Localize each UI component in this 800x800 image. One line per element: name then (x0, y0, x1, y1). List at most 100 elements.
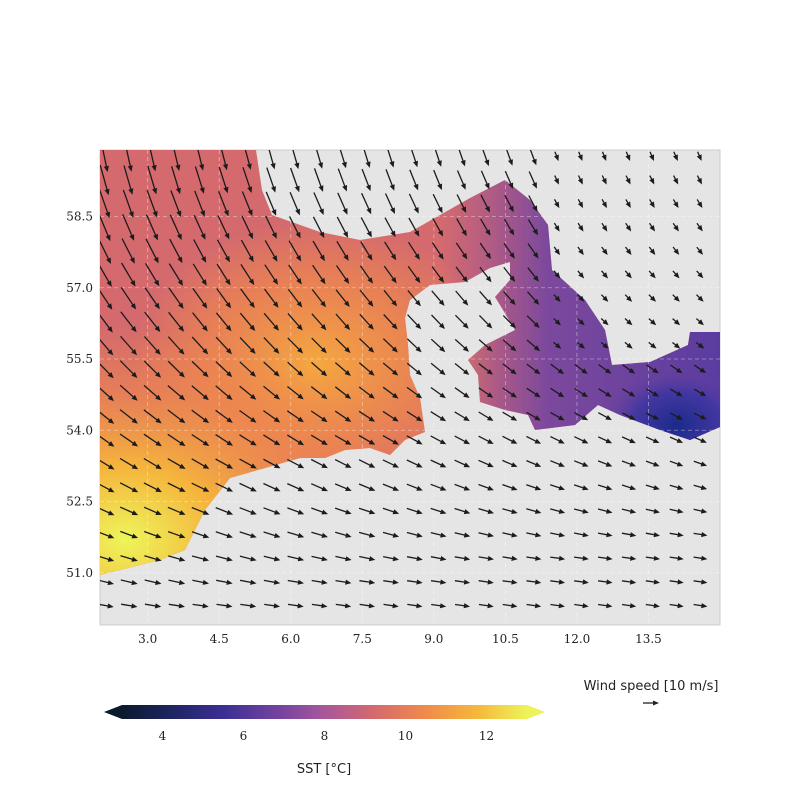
wind-arrow (335, 289, 350, 307)
wind-arrow (480, 170, 490, 190)
wind-arrow (553, 246, 560, 256)
wind-arrow (265, 191, 277, 216)
wind-arrow (577, 151, 583, 161)
wind-arrow (120, 287, 137, 310)
wind-arrow (143, 384, 162, 401)
wind-arrow (478, 483, 494, 491)
wind-arrow (191, 555, 210, 562)
wind-arrow (696, 246, 703, 255)
wind-arrow (239, 507, 257, 515)
wind-arrow (670, 364, 683, 374)
wind-arrow (693, 412, 707, 420)
wind-arrow (143, 336, 161, 355)
wind-arrow (169, 238, 183, 264)
colorbar-tick-label: 4 (159, 729, 167, 743)
wind-arrow (122, 189, 134, 218)
wind-arrow (406, 507, 423, 515)
y-tick-label: 51.0 (66, 566, 93, 580)
wind-arrow (310, 458, 328, 469)
wind-arrow (478, 363, 493, 375)
wind-arrow (554, 175, 559, 185)
wind-arrow (119, 433, 139, 447)
wind-arrow (145, 214, 158, 241)
wind-arrow (334, 434, 352, 445)
y-tick-label: 52.5 (66, 495, 93, 509)
wind-arrow (240, 603, 257, 609)
wind-arrow (100, 579, 114, 586)
wind-arrow (239, 385, 257, 400)
wind-arrow (696, 294, 704, 302)
wind-arrow (669, 388, 683, 397)
wind-arrow (478, 314, 493, 329)
wind-arrow (384, 193, 395, 214)
wind-arrow (649, 199, 655, 208)
wind-arrow (358, 483, 376, 491)
wind-arrow (526, 435, 542, 444)
wind-arrow (263, 507, 281, 515)
wind-arrow (387, 150, 395, 168)
wind-arrow (100, 214, 111, 242)
quiver-key-label: Wind speed [10 m/s] (584, 679, 719, 694)
wind-arrow (406, 435, 423, 445)
wind-arrow (122, 213, 135, 241)
wind-arrow (672, 341, 681, 349)
wind-arrow (240, 264, 255, 286)
wind-arrow (358, 434, 376, 445)
wind-arrow (478, 387, 494, 398)
wind-arrow (577, 246, 584, 256)
wind-arrow (597, 412, 612, 421)
wind-arrow (120, 311, 137, 333)
wind-arrow (288, 240, 302, 262)
wind-arrow (359, 338, 375, 353)
wind-arrow (669, 436, 684, 443)
wind-arrow (669, 460, 684, 467)
wind-arrow (100, 240, 111, 264)
wind-arrow (669, 484, 684, 490)
wind-arrow (672, 270, 680, 279)
wind-arrow (407, 265, 421, 284)
wind-arrow (191, 336, 209, 355)
wind-arrow (217, 215, 230, 240)
quiver-key-arrow (643, 700, 659, 706)
wind-arrow (215, 434, 233, 446)
wind-arrow (645, 555, 660, 561)
wind-arrow (598, 364, 612, 374)
wind-arrow (454, 532, 471, 538)
wind-arrow (502, 483, 518, 491)
colorbar-tick-label: 10 (398, 729, 413, 743)
wind-arrow (144, 579, 162, 585)
wind-arrow (648, 294, 656, 302)
wind-arrow (527, 291, 540, 305)
wind-arrow (221, 150, 228, 171)
wind-arrow (454, 435, 470, 445)
wind-arrow (528, 171, 537, 189)
wind-arrow (215, 458, 234, 469)
wind-arrow (216, 288, 232, 309)
wind-arrow (406, 459, 423, 468)
wind-arrow (310, 483, 328, 492)
wind-arrow (431, 314, 445, 329)
wind-arrow (478, 435, 494, 444)
wind-arrow (167, 385, 186, 401)
wind-arrow (216, 239, 230, 263)
wind-arrow (100, 531, 115, 539)
wind-arrow (337, 168, 348, 192)
wind-arrow (600, 318, 609, 326)
wind-arrow (287, 483, 305, 492)
wind-arrow (192, 579, 209, 585)
wind-arrow (526, 363, 541, 375)
wind-arrow (335, 337, 351, 353)
wind-arrow (197, 150, 205, 171)
wind-arrow (503, 291, 516, 306)
wind-arrow (621, 436, 636, 444)
wind-arrow (383, 314, 398, 330)
wind-arrow (100, 435, 115, 447)
wind-arrow (263, 434, 281, 446)
wind-arrow (359, 603, 375, 609)
wind-arrow (478, 339, 493, 352)
wind-arrow (553, 294, 561, 302)
wind-arrow (287, 579, 304, 585)
y-tick-label: 54.0 (66, 423, 93, 437)
wind-arrow (311, 507, 328, 515)
wind-arrow (553, 222, 560, 232)
